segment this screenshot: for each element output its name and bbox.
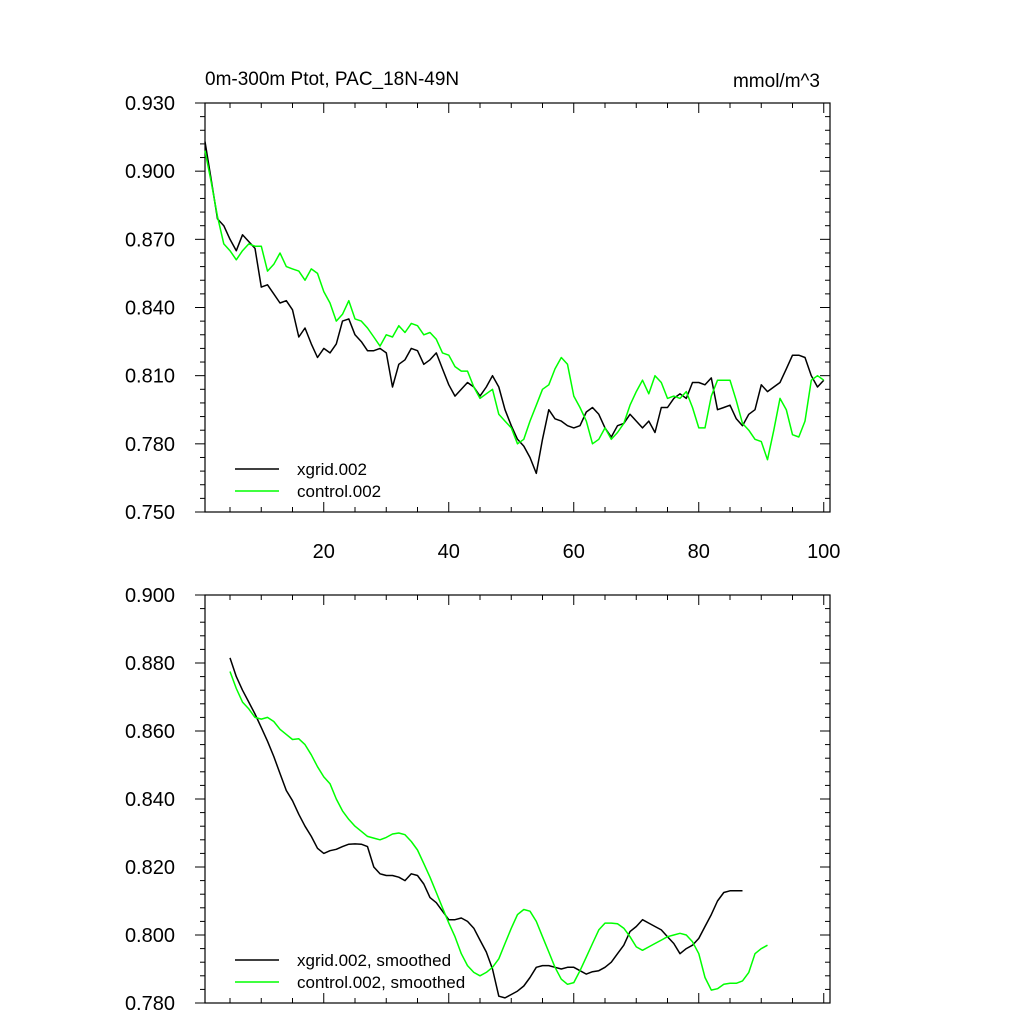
- y-tick-label: 0.780: [125, 993, 175, 1015]
- x-tick-label: 20: [313, 541, 335, 563]
- y-tick-label: 0.840: [125, 298, 175, 320]
- legend-label: control.002: [297, 482, 381, 501]
- top-chart: 20 40 60 80 100 0.750 0.780 0.810 0.840 0.870 0.90…: [125, 69, 841, 563]
- y-tick-label: 0.930: [125, 93, 175, 115]
- series-line-control: [229, 671, 768, 991]
- legend-label: control.002, smoothed: [297, 973, 465, 992]
- plot-frame: [204, 594, 831, 1004]
- legend-label: xgrid.002: [297, 460, 367, 479]
- series-line-control: [204, 150, 825, 461]
- y-tick-label: 0.810: [125, 366, 175, 388]
- chart-title: 0m-300m Ptot, PAC_18N-49N: [205, 69, 459, 90]
- y-tick-label: 0.820: [125, 857, 175, 879]
- series-line-xgrid: [204, 141, 825, 475]
- y-tick-label: 0.840: [125, 789, 175, 811]
- x-tick-label: 40: [438, 541, 460, 563]
- y-tick-label: 0.780: [125, 434, 175, 456]
- x-tick-label: 80: [688, 541, 710, 563]
- y-tick-label: 0.870: [125, 229, 175, 251]
- plot-frame: [204, 102, 831, 513]
- y-tick-label: 0.860: [125, 721, 175, 743]
- x-tick-label: 60: [563, 541, 585, 563]
- y-tick-label: 0.900: [125, 161, 175, 183]
- bottom-chart: 0.780 0.800 0.820 0.840 0.860 0.880 0.900 xgrid…: [125, 585, 831, 1015]
- y-tick-label: 0.880: [125, 653, 175, 675]
- y-tick-label: 0.900: [125, 585, 175, 607]
- y-tick-label: 0.750: [125, 502, 175, 524]
- series-line-xgrid: [229, 657, 743, 999]
- legend-label: xgrid.002, smoothed: [297, 951, 451, 970]
- y-tick-label: 0.800: [125, 925, 175, 947]
- units-label: mmol/m^3: [733, 71, 820, 92]
- x-tick-label: 100: [807, 541, 840, 563]
